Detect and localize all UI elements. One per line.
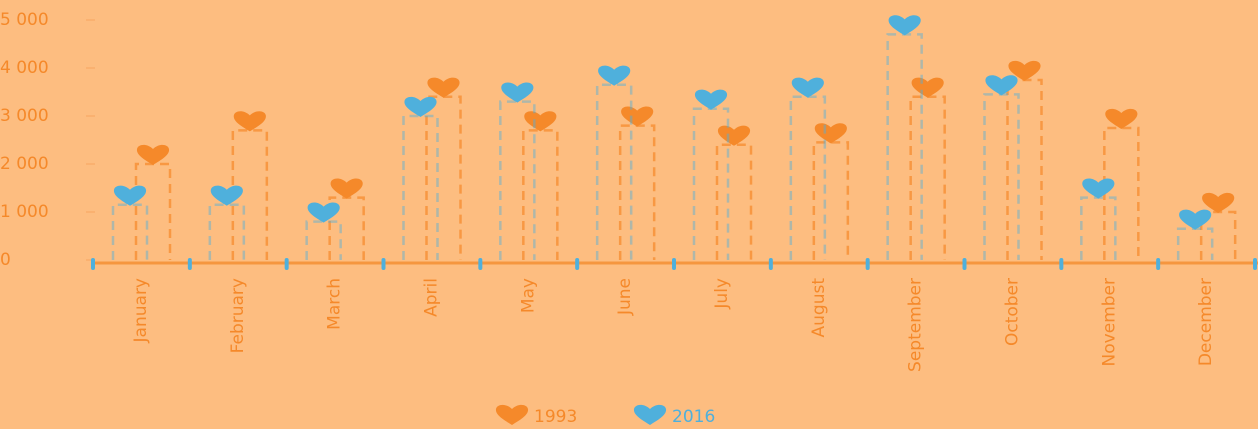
bar: [886, 33, 923, 260]
heart-marker: [1008, 60, 1041, 81]
bar: [789, 95, 827, 260]
legend-marker: [633, 404, 667, 425]
x-tick-label: January: [131, 278, 151, 343]
x-tick-label: November: [1099, 278, 1119, 366]
y-tick-label: 5 000: [0, 10, 49, 30]
heart-marker: [233, 111, 266, 132]
x-tick-label: June: [615, 278, 635, 316]
legend-marker: [495, 404, 529, 425]
heart-marker: [1105, 108, 1138, 129]
heart-marker: [404, 96, 437, 117]
x-tick-label: July: [712, 278, 732, 310]
heart-marker: [888, 15, 921, 36]
x-tick-label: March: [325, 278, 345, 330]
y-tick-label: 2 000: [0, 154, 49, 174]
heart-marker: [621, 106, 654, 127]
legend-label: 1993: [534, 407, 577, 427]
bar: [1176, 227, 1214, 260]
heart-marker: [1179, 209, 1212, 230]
bar: [1006, 78, 1043, 260]
heart-marker: [427, 77, 460, 98]
y-tick-label: 4 000: [0, 58, 49, 78]
bar: [715, 143, 753, 260]
bar: [812, 141, 850, 260]
x-tick-label: September: [906, 278, 926, 372]
y-tick-label: 3 000: [0, 106, 49, 126]
y-tick-label: 1 000: [0, 202, 49, 222]
heart-marker: [501, 82, 534, 103]
heart-marker: [524, 111, 557, 132]
bar: [1103, 126, 1140, 260]
bar: [208, 203, 246, 260]
heart-marker: [307, 202, 340, 223]
heart-marker: [113, 185, 147, 206]
heart-marker: [791, 77, 824, 98]
x-tick-label: April: [422, 278, 442, 317]
x-tick-label: August: [809, 278, 829, 338]
heart-marker: [136, 144, 170, 165]
heart-marker: [985, 75, 1018, 96]
heart-marker: [911, 77, 944, 98]
legend-label: 2016: [672, 407, 715, 427]
x-tick-label: October: [1003, 278, 1023, 346]
x-tick-label: May: [518, 278, 538, 313]
bar: [618, 124, 656, 260]
heart-marker: [1082, 178, 1115, 199]
bar: [909, 95, 946, 260]
bar: [402, 114, 439, 260]
y-tick-label: 0: [0, 250, 11, 270]
bar: [134, 162, 172, 260]
x-tick-label: February: [228, 278, 248, 353]
heart-marker: [1202, 192, 1235, 213]
heart-marker: [814, 123, 847, 144]
heart-marker: [717, 125, 751, 146]
bar: [305, 220, 342, 260]
bar: [522, 129, 559, 260]
bar: [111, 203, 149, 260]
bar: [425, 95, 462, 260]
heart-marker: [210, 185, 243, 206]
bar: [1080, 196, 1117, 260]
bar: [499, 100, 536, 260]
heart-marker: [694, 89, 728, 110]
heart-marker: [598, 65, 631, 86]
heart-marker: [330, 178, 363, 199]
bar: [983, 93, 1020, 260]
x-tick-label: December: [1196, 278, 1216, 366]
